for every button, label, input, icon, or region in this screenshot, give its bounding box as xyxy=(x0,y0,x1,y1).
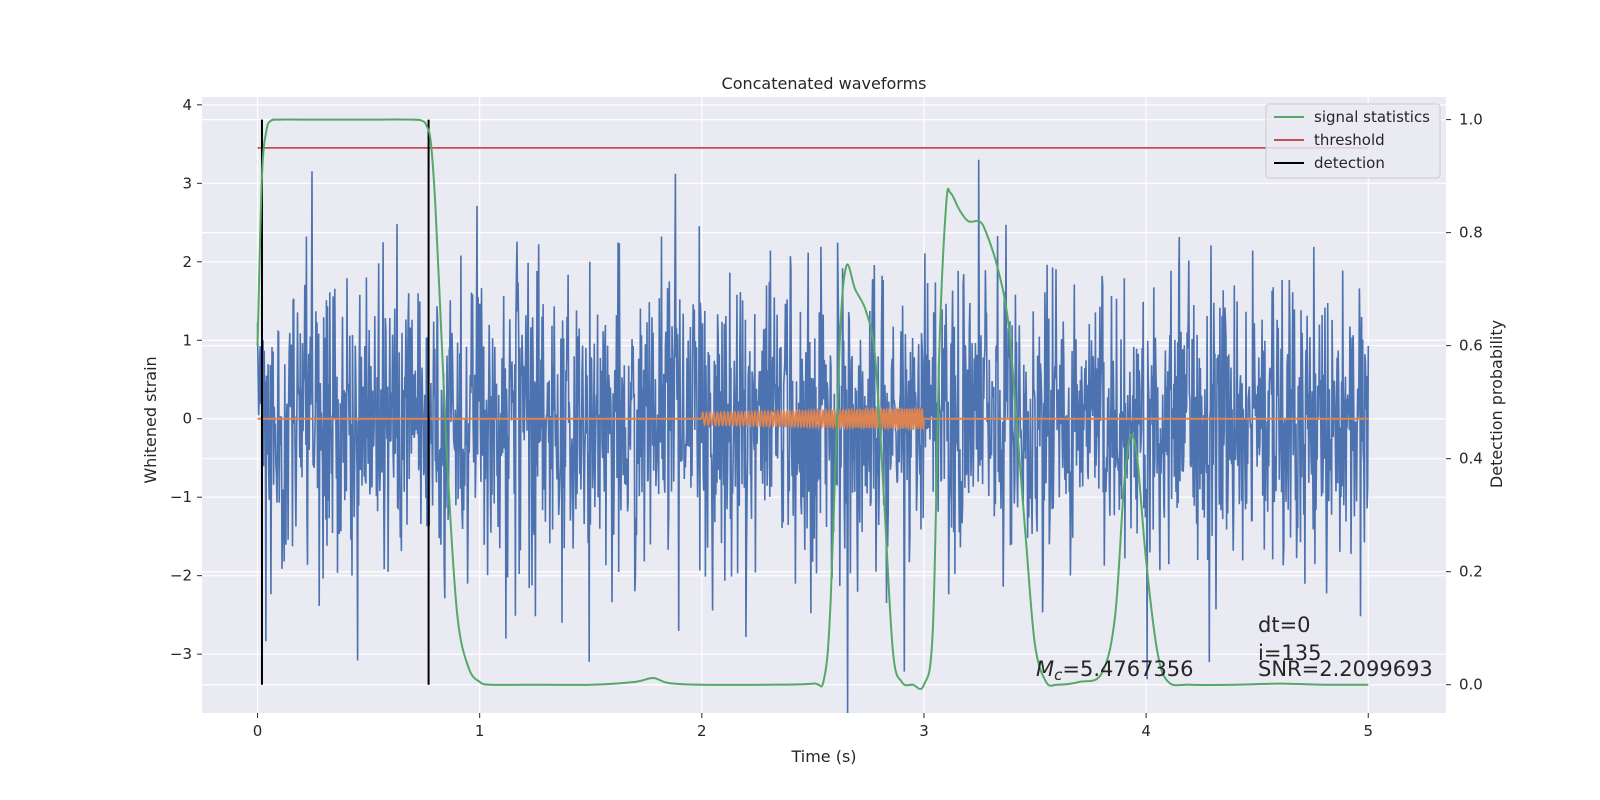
y-right-tick-label: 0.2 xyxy=(1459,563,1483,581)
annotation-chirp-mass-value: =5.4767356 xyxy=(1062,657,1193,681)
strain-series xyxy=(256,159,1370,714)
y-tick-label: 0 xyxy=(182,410,192,428)
legend-label-signal-statistics: signal statistics xyxy=(1314,108,1430,126)
injected-waveform-series xyxy=(257,406,1369,432)
legend-box xyxy=(1265,103,1441,179)
y-tick-label: 1 xyxy=(182,331,192,349)
annotation-chirp-mass-subscript: c xyxy=(1054,666,1063,684)
signal-statistics-series xyxy=(256,118,1369,690)
annotation-i: i=135 xyxy=(1258,641,1322,665)
y-axis-label: Whitened strain xyxy=(141,356,160,483)
annotation-chirp-mass-symbol: M xyxy=(1036,657,1054,681)
annotations: Mc=5.4767356 dt=0 i=135 SNR=2.2099693 xyxy=(1036,613,1433,684)
y-tick-label: 4 xyxy=(182,96,192,114)
y-right-tick-label: 0.4 xyxy=(1459,450,1483,468)
y-right-axis-ticks: 0.0 0.2 0.4 0.6 0.8 1.0 xyxy=(1446,111,1483,694)
y-tick-label: 3 xyxy=(182,174,192,192)
x-axis-label: Time (s) xyxy=(790,747,856,766)
x-tick-label: 1 xyxy=(475,722,485,740)
legend-label-threshold: threshold xyxy=(1314,131,1385,149)
y-tick-label: −2 xyxy=(170,567,192,585)
y-tick-label: −3 xyxy=(170,645,192,663)
x-tick-label: 2 xyxy=(697,722,707,740)
x-axis-ticks: 0 1 2 3 4 5 xyxy=(253,713,1373,740)
annotation-chirp-mass: Mc=5.4767356 xyxy=(1036,657,1194,684)
y-right-tick-label: 0.0 xyxy=(1459,676,1483,694)
strain-line xyxy=(256,159,1370,714)
y-right-tick-label: 0.8 xyxy=(1459,224,1483,242)
detection-series xyxy=(260,119,430,685)
x-tick-label: 4 xyxy=(1141,722,1151,740)
y-axis-ticks: −3 −2 −1 0 1 2 3 4 xyxy=(170,96,202,663)
annotation-snr: SNR=2.2099693 xyxy=(1258,657,1433,681)
legend: signal statistics threshold detection xyxy=(1265,103,1441,179)
waveform-chirp xyxy=(701,406,925,432)
y-tick-label: 2 xyxy=(182,253,192,271)
annotation-dt: dt=0 xyxy=(1258,613,1311,637)
x-tick-label: 3 xyxy=(919,722,929,740)
x-tick-label: 0 xyxy=(253,722,263,740)
legend-label-detection: detection xyxy=(1314,154,1385,172)
y-right-axis-label: Detection probability xyxy=(1487,320,1506,488)
y-right-tick-label: 1.0 xyxy=(1459,111,1483,129)
x-tick-label: 5 xyxy=(1363,722,1373,740)
signal-statistics-line xyxy=(256,118,1369,690)
y-right-tick-label: 0.6 xyxy=(1459,337,1483,355)
y-tick-label: −1 xyxy=(170,488,192,506)
chart-title: Concatenated waveforms xyxy=(722,74,927,93)
